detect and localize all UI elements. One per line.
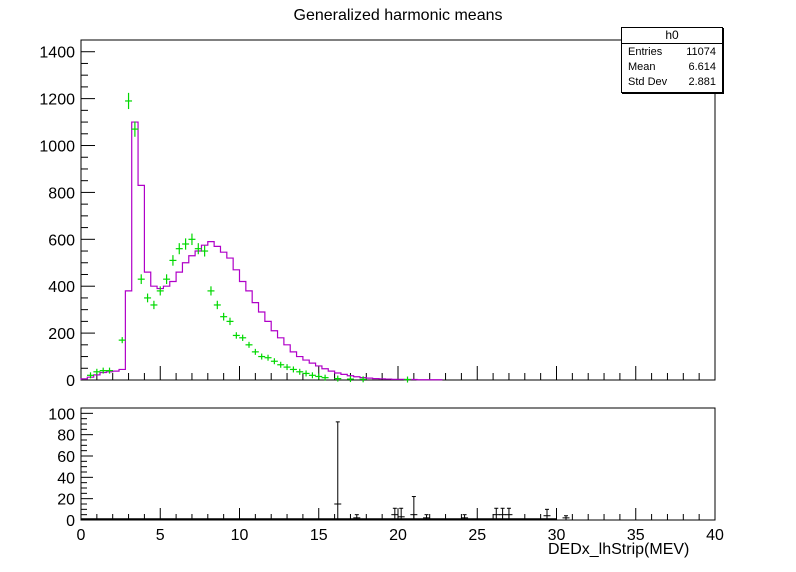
stats-box-name: h0 — [622, 28, 722, 44]
data-point — [194, 243, 202, 255]
data-point — [283, 364, 291, 371]
data-point — [137, 274, 145, 285]
residual-point — [543, 508, 551, 520]
data-point — [334, 375, 342, 382]
residual-point — [461, 514, 469, 520]
y-tick-label: 0 — [66, 373, 75, 390]
x-tick-label: 0 — [77, 527, 86, 544]
data-point — [302, 370, 310, 377]
x-tick-label: 20 — [389, 527, 407, 544]
y-tick-label: 1200 — [39, 92, 75, 109]
data-point — [106, 367, 114, 374]
data-point — [232, 332, 240, 339]
residual-point — [505, 507, 513, 520]
y-tick-label: 60 — [57, 449, 75, 466]
x-tick-label: 35 — [627, 527, 645, 544]
stats-value: 6.614 — [688, 61, 716, 73]
y-tick-label: 40 — [57, 470, 75, 487]
data-point — [163, 274, 171, 285]
x-tick-label: 15 — [310, 527, 328, 544]
stats-box: h0 Entries 11074 Mean 6.614 Std Dev 2.88… — [621, 27, 723, 93]
residual-point — [410, 496, 418, 520]
y-tick-label: 20 — [57, 492, 75, 509]
data-point — [93, 368, 101, 375]
data-point — [131, 121, 139, 137]
data-point — [87, 372, 95, 379]
data-point — [169, 255, 177, 266]
x-tick-label: 5 — [156, 527, 165, 544]
data-point — [245, 341, 253, 348]
stats-row-mean: Mean 6.614 — [622, 59, 722, 74]
y-tick-label: 100 — [48, 406, 75, 423]
data-point — [150, 300, 158, 310]
data-point — [289, 366, 297, 373]
y-tick-label: 0 — [66, 513, 75, 530]
residual-point — [353, 514, 361, 520]
data-point — [99, 367, 107, 374]
residual-point — [492, 507, 500, 520]
data-point — [346, 376, 354, 383]
data-point — [296, 368, 304, 375]
stats-value: 2.881 — [688, 76, 716, 88]
data-point — [239, 334, 247, 341]
data-point — [321, 374, 329, 381]
data-point — [188, 233, 196, 246]
x-tick-label: 30 — [548, 527, 566, 544]
data-point — [359, 376, 367, 383]
data-point — [404, 376, 412, 383]
x-tick-label: 40 — [706, 527, 724, 544]
residual-point — [334, 421, 342, 520]
top-plot-frame — [80, 39, 716, 381]
y-tick-label: 1000 — [39, 139, 75, 156]
y-tick-label: 400 — [48, 279, 75, 296]
y-tick-label: 1400 — [39, 45, 75, 62]
data-point — [258, 353, 266, 360]
data-point — [207, 286, 215, 296]
data-point — [118, 337, 126, 344]
x-tick-label: 10 — [231, 527, 249, 544]
data-point — [226, 317, 234, 326]
data-point — [315, 373, 323, 380]
x-axis-title: DEDx_lhStrip(MEV) — [548, 541, 690, 558]
data-point — [182, 238, 190, 250]
stats-row-stddev: Std Dev 2.881 — [622, 74, 722, 89]
data-point — [144, 293, 152, 303]
data-point — [213, 300, 221, 310]
y-tick-label: 800 — [48, 185, 75, 202]
data-point — [308, 372, 316, 379]
stats-label: Std Dev — [628, 76, 668, 88]
x-tick-label: 25 — [468, 527, 486, 544]
stats-row-entries: Entries 11074 — [622, 44, 722, 59]
residual-point — [397, 507, 405, 520]
data-point — [201, 245, 209, 257]
data-point — [270, 358, 278, 365]
residual-point — [391, 507, 399, 520]
data-point — [264, 354, 272, 361]
y-tick-label: 80 — [57, 428, 75, 445]
data-point — [125, 92, 133, 110]
chart-title: Generalized harmonic means — [293, 7, 503, 24]
y-tick-label: 600 — [48, 232, 75, 249]
y-tick-label: 200 — [48, 326, 75, 343]
stats-label: Mean — [628, 61, 656, 73]
stats-value: 11074 — [686, 46, 716, 58]
stats-label: Entries — [628, 46, 663, 58]
bottom-plot-frame — [80, 407, 716, 521]
data-point — [175, 243, 183, 255]
data-point — [156, 286, 164, 296]
data-point — [220, 312, 228, 321]
histogram-line — [80, 121, 443, 381]
data-point — [277, 361, 285, 368]
residual-point — [499, 507, 507, 520]
residual-point — [562, 515, 570, 520]
residual-point — [423, 514, 431, 520]
data-point — [251, 348, 259, 355]
